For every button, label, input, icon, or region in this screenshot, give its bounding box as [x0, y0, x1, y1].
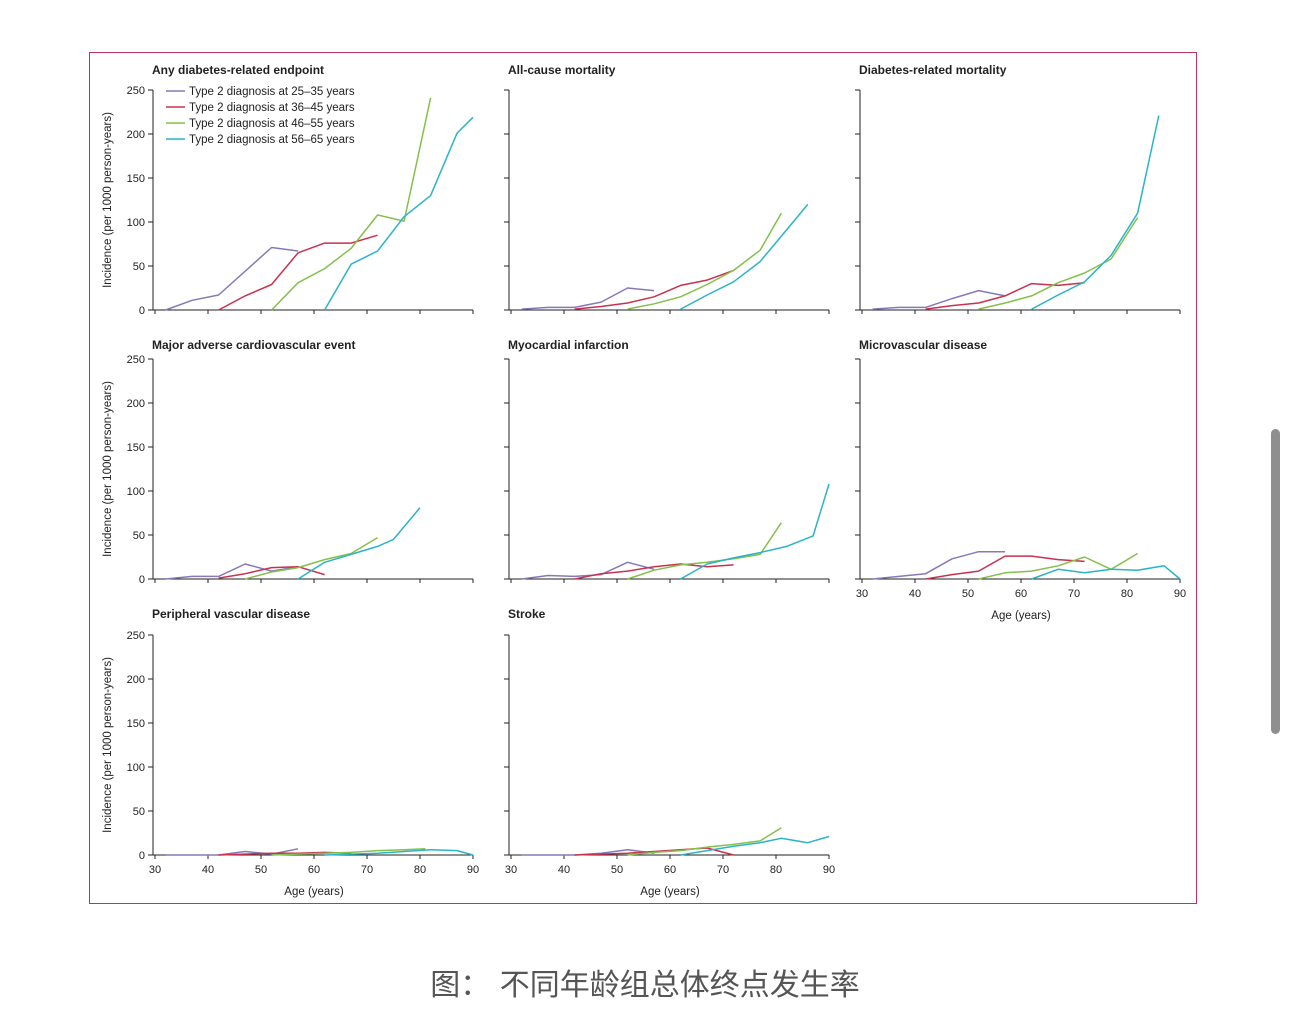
panel-1-y-tick-label: 50 — [133, 261, 145, 273]
panel-5-series-1-line — [521, 561, 655, 580]
panel-8-x-tick-label: 80 — [770, 864, 782, 876]
panel-7-series-3-line — [271, 848, 426, 856]
panel-6-series-1-line — [872, 550, 1006, 580]
panel-1-series-3-line — [271, 97, 432, 311]
panel-1-y-tick-label: 100 — [127, 217, 145, 229]
panel-8-x-tick-label: 60 — [664, 864, 676, 876]
panel-2-series-4-line — [680, 203, 809, 310]
panel-4-y-tick-label: 200 — [127, 398, 145, 410]
figure-frame — [89, 52, 1197, 904]
panel-1-y-tick-label: 0 — [139, 305, 145, 317]
panel-7-title: Peripheral vascular disease — [152, 607, 310, 621]
panel-8-x-tick-label: 50 — [611, 864, 623, 876]
legend-entry-label: Type 2 diagnosis at 56–65 years — [189, 134, 355, 146]
panel-7-y-tick-label: 0 — [139, 850, 145, 862]
panel-7-x-axis-label: Age (years) — [284, 886, 344, 898]
panel-7-x-tick-label: 70 — [361, 864, 373, 876]
panel-6-title: Microvascular disease — [859, 338, 987, 352]
panel-8-x-tick-label: 90 — [823, 864, 835, 876]
panel-4-series-4-line — [297, 507, 421, 580]
panel-7-y-tick-label: 100 — [127, 762, 145, 774]
panel-2-title: All-cause mortality — [508, 63, 616, 77]
panel-4-y-tick-label: 50 — [133, 530, 145, 542]
panel-6-x-tick-label: 30 — [856, 588, 868, 600]
panel-3-series-3-line — [978, 217, 1139, 310]
figure-caption: 图： 不同年龄组总体终点发生率 — [430, 968, 860, 1003]
panel-1-y-tick-label: 250 — [127, 85, 145, 97]
panel-4-series-3-line — [244, 536, 378, 580]
panel-3-series-4-line — [1031, 115, 1160, 310]
panel-6-x-tick-label: 90 — [1174, 588, 1186, 600]
panel-1-y-tick-label: 200 — [127, 129, 145, 141]
panel-4-y-tick-label: 250 — [127, 354, 145, 366]
panel-5-title: Myocardial infarction — [508, 338, 629, 352]
panel-4-y-tick-label: 150 — [127, 442, 145, 454]
panel-6-x-tick-label: 50 — [962, 588, 974, 600]
legend-entry-label: Type 2 diagnosis at 46–55 years — [189, 118, 355, 130]
panel-2-series-3-line — [627, 212, 782, 310]
legend-entry-label: Type 2 diagnosis at 25–35 years — [189, 86, 355, 98]
panel-5-series-3-line — [627, 522, 782, 580]
panel-7-x-tick-label: 30 — [149, 864, 161, 876]
panel-1-series-2-line — [218, 234, 378, 311]
scrollbar-thumb[interactable] — [1271, 429, 1280, 734]
panel-8-x-axis-label: Age (years) — [640, 886, 700, 898]
panel-5-series-4-line — [680, 483, 830, 580]
panel-8-x-tick-label: 40 — [558, 864, 570, 876]
panel-7-series-4-line — [324, 848, 474, 856]
panel-7-x-tick-label: 50 — [255, 864, 267, 876]
panel-4-series-1-line — [165, 563, 299, 580]
panel-7-x-tick-label: 60 — [308, 864, 320, 876]
panel-3-series-1-line — [872, 289, 1006, 310]
panel-6-series-2-line — [925, 555, 1085, 580]
panel-1-y-tick-label: 150 — [127, 173, 145, 185]
panel-3-series-2-line — [925, 281, 1085, 310]
panel-8-title: Stroke — [508, 607, 546, 621]
panel-4-y-axis-label: Incidence (per 1000 person-years) — [102, 381, 114, 557]
panel-8-series-2-line — [574, 847, 734, 856]
panel-8-x-tick-label: 30 — [505, 864, 517, 876]
panel-8-x-tick-label: 70 — [717, 864, 729, 876]
panel-7-y-tick-label: 250 — [127, 630, 145, 642]
panel-7-y-tick-label: 150 — [127, 718, 145, 730]
panel-1-y-axis-label: Incidence (per 1000 person-years) — [102, 112, 114, 288]
panel-3-title: Diabetes-related mortality — [859, 63, 1007, 77]
panel-7-y-axis-label: Incidence (per 1000 person-years) — [102, 657, 114, 833]
panel-6-x-tick-label: 40 — [909, 588, 921, 600]
panel-7-x-tick-label: 40 — [202, 864, 214, 876]
legend-entry-label: Type 2 diagnosis at 36–45 years — [189, 102, 355, 114]
panel-4-y-tick-label: 0 — [139, 574, 145, 586]
panel-6-x-tick-label: 80 — [1121, 588, 1133, 600]
panel-1-title: Any diabetes-related endpoint — [152, 63, 324, 77]
panel-4-y-tick-label: 100 — [127, 486, 145, 498]
panel-6-x-tick-label: 70 — [1068, 588, 1080, 600]
panel-1-series-1-line — [165, 246, 299, 311]
panel-7-x-tick-label: 80 — [414, 864, 426, 876]
panel-2-series-1-line — [521, 287, 655, 310]
panel-4-title: Major adverse cardiovascular event — [152, 338, 355, 352]
panel-7-y-tick-label: 200 — [127, 674, 145, 686]
panel-7-y-tick-label: 50 — [133, 806, 145, 818]
panel-8-series-4-line — [680, 835, 830, 856]
panel-7-x-tick-label: 90 — [467, 864, 479, 876]
panel-6-series-4-line — [1031, 565, 1181, 580]
panel-2-series-2-line — [574, 269, 734, 310]
panel-5-series-2-line — [574, 563, 734, 580]
panel-6-x-axis-label: Age (years) — [991, 610, 1051, 622]
panel-4-series-2-line — [218, 565, 325, 579]
panel-1-series-4-line — [323, 116, 474, 311]
panel-6-x-tick-label: 60 — [1015, 588, 1027, 600]
panel-8-series-3-line — [627, 827, 782, 856]
